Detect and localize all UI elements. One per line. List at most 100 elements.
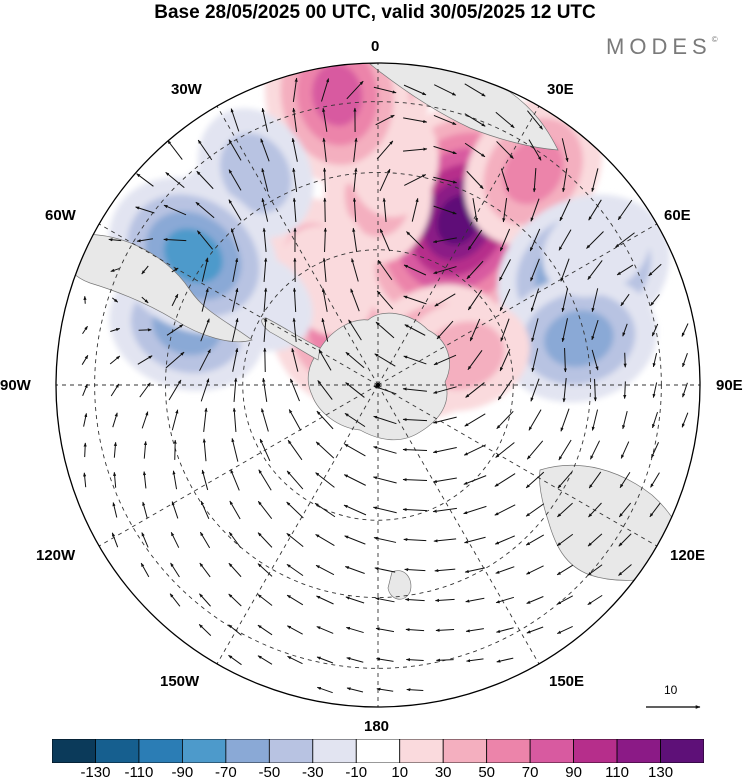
wind-vector (166, 324, 184, 336)
wind-vector (531, 348, 539, 373)
wind-vector (316, 626, 334, 634)
wind-vector (167, 140, 183, 160)
wind-vector (472, 198, 478, 223)
colorbar-tick-label: 10 (391, 764, 409, 781)
wind-vector (315, 564, 335, 576)
wind-vector (200, 378, 210, 402)
wind-vector (260, 138, 270, 162)
wind-vector (648, 263, 662, 277)
meridian-line (216, 105, 379, 386)
new-zealand (387, 570, 412, 600)
polar-stereographic-map (55, 62, 701, 708)
wind-vector (405, 628, 425, 632)
wind-vector (560, 258, 570, 282)
wind-vector (172, 470, 178, 490)
wind-vector (411, 197, 419, 222)
wind-vector (622, 323, 628, 337)
colorbar-swatch (268, 739, 314, 763)
wind-vector (257, 500, 273, 520)
wind-vector (323, 227, 327, 253)
wind-vector (432, 447, 457, 454)
wind-vector (464, 142, 486, 158)
wind-vector (231, 317, 239, 342)
lon-label-90w: 90W (0, 377, 31, 394)
wind-vector (525, 503, 545, 517)
wind-vector (464, 536, 486, 544)
wind-vector (316, 595, 334, 605)
wind-vector (323, 197, 327, 223)
wind-vector (292, 317, 297, 342)
wind-vector (346, 80, 364, 100)
latitude-circle (242, 249, 514, 521)
wind-vector (83, 412, 88, 427)
wind-vector (433, 386, 457, 394)
wind-vector (433, 538, 457, 543)
wind-vector (351, 258, 359, 282)
wind-vector (618, 533, 632, 547)
colorbar-swatch (312, 739, 357, 763)
wind-vector (141, 296, 149, 304)
wind-vector (344, 443, 366, 457)
wind-vector (620, 293, 630, 307)
wind-vector (373, 536, 397, 543)
wind-vector (228, 654, 242, 666)
wind-vector (168, 379, 182, 401)
wind-vector (525, 471, 545, 489)
wind-vector (499, 348, 511, 372)
meridian-line (377, 105, 540, 386)
contour-level (163, 228, 223, 283)
wind-vector (377, 259, 393, 281)
wind-vector (230, 228, 240, 252)
wind-vector (502, 198, 508, 223)
wind-vector (557, 471, 573, 489)
wind-vector (199, 593, 211, 607)
map-border (55, 62, 701, 708)
wind-vector (558, 229, 572, 251)
wind-vector (290, 378, 300, 402)
wind-vector (232, 257, 239, 282)
wind-vector (343, 474, 366, 486)
wind-vector (403, 84, 427, 96)
wind-vector (495, 442, 515, 458)
wind-vector (526, 626, 544, 634)
wind-vector (682, 382, 688, 398)
colorbar-swatch (660, 739, 704, 763)
colorbar-tick-label: -130 (80, 764, 111, 781)
modes-logo: MODES© (606, 34, 718, 60)
wind-vector (649, 502, 661, 518)
wind-vector (587, 564, 603, 576)
wind-vector (496, 141, 514, 159)
wind-vector (257, 563, 273, 577)
wind-vector (262, 377, 268, 402)
contour-level (544, 310, 614, 367)
lon-label-120e: 120E (670, 547, 706, 564)
wind-vector (531, 318, 539, 342)
wind-vector (588, 502, 602, 518)
wind-vector (257, 655, 273, 665)
wind-vector (141, 532, 149, 548)
wind-vector (258, 469, 272, 491)
wind-vector (344, 412, 366, 428)
wind-vector (623, 381, 627, 399)
wind-vector (322, 137, 327, 162)
colorbar-swatch (399, 739, 444, 763)
lon-label-150e: 150E (549, 673, 585, 690)
meridian-line (377, 223, 658, 386)
wind-vector (587, 533, 603, 547)
wind-vector (402, 448, 428, 452)
colorbar-swatch (616, 739, 661, 763)
wind-vector (232, 287, 239, 312)
wind-vector (170, 562, 180, 578)
wind-vector (200, 500, 210, 520)
wind-vector (171, 501, 179, 519)
wind-vector (82, 383, 88, 396)
wind-vector (587, 260, 603, 280)
wind-vector (231, 437, 239, 462)
map-title: Base 28/05/2025 00 UTC, valid 30/05/2025… (154, 2, 596, 23)
colorbar-swatch (52, 739, 96, 763)
wind-vector (232, 407, 237, 433)
south-pole-marker (375, 382, 381, 388)
wind-vector (142, 471, 147, 489)
wind-vector (228, 139, 242, 161)
wind-vector (110, 268, 120, 272)
